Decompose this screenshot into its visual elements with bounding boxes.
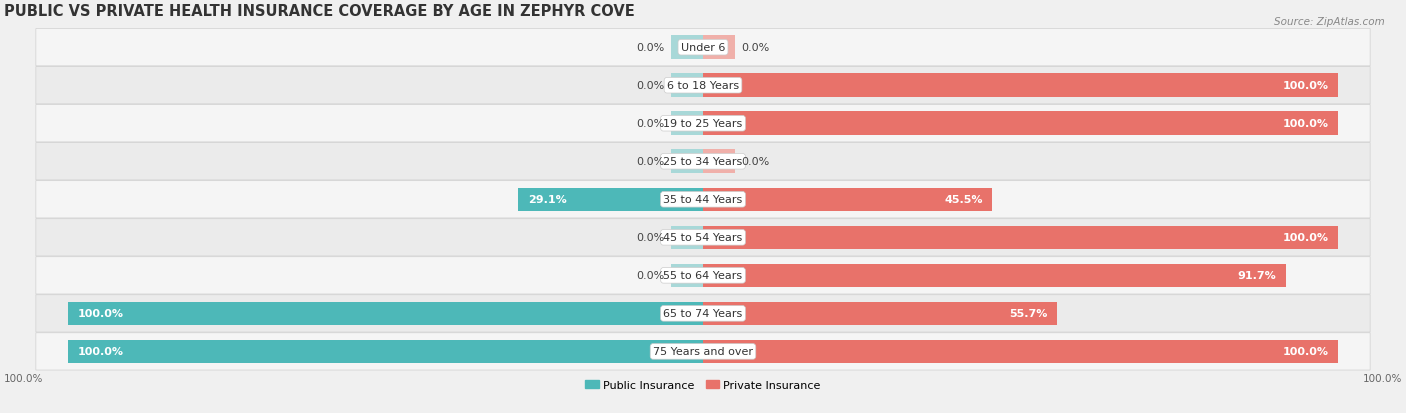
Text: PUBLIC VS PRIVATE HEALTH INSURANCE COVERAGE BY AGE IN ZEPHYR COVE: PUBLIC VS PRIVATE HEALTH INSURANCE COVER…	[4, 4, 636, 19]
Text: 75 Years and over: 75 Years and over	[652, 347, 754, 356]
Bar	[671, 36, 703, 60]
Text: 91.7%: 91.7%	[1237, 271, 1277, 281]
FancyBboxPatch shape	[37, 295, 1369, 332]
FancyBboxPatch shape	[37, 105, 1369, 142]
Text: 25 to 34 Years: 25 to 34 Years	[664, 157, 742, 167]
Text: 45.5%: 45.5%	[943, 195, 983, 205]
Bar	[703, 188, 993, 211]
FancyBboxPatch shape	[37, 29, 1369, 66]
Text: 19 to 25 Years: 19 to 25 Years	[664, 119, 742, 129]
Text: 35 to 44 Years: 35 to 44 Years	[664, 195, 742, 205]
FancyBboxPatch shape	[37, 219, 1369, 256]
Text: 29.1%: 29.1%	[527, 195, 567, 205]
Legend: Public Insurance, Private Insurance: Public Insurance, Private Insurance	[581, 375, 825, 394]
Text: 0.0%: 0.0%	[637, 157, 665, 167]
Text: 100.0%: 100.0%	[1282, 81, 1329, 91]
Bar	[703, 36, 735, 60]
Text: 100.0%: 100.0%	[1282, 347, 1329, 356]
Bar	[519, 188, 703, 211]
Text: 100.0%: 100.0%	[4, 374, 44, 384]
Text: 100.0%: 100.0%	[77, 309, 124, 318]
FancyBboxPatch shape	[37, 67, 1369, 104]
Text: 0.0%: 0.0%	[741, 157, 769, 167]
Text: 55 to 64 Years: 55 to 64 Years	[664, 271, 742, 281]
Bar	[67, 340, 703, 363]
Text: Source: ZipAtlas.com: Source: ZipAtlas.com	[1274, 17, 1385, 26]
Text: 0.0%: 0.0%	[637, 119, 665, 129]
Text: 55.7%: 55.7%	[1010, 309, 1047, 318]
Text: 0.0%: 0.0%	[637, 81, 665, 91]
Bar	[67, 302, 703, 325]
Text: 6 to 18 Years: 6 to 18 Years	[666, 81, 740, 91]
Text: 100.0%: 100.0%	[1282, 119, 1329, 129]
Text: 0.0%: 0.0%	[637, 233, 665, 243]
Bar	[671, 112, 703, 136]
Bar	[671, 150, 703, 173]
Bar	[703, 302, 1057, 325]
FancyBboxPatch shape	[37, 181, 1369, 218]
Text: 45 to 54 Years: 45 to 54 Years	[664, 233, 742, 243]
FancyBboxPatch shape	[37, 333, 1369, 370]
Text: 0.0%: 0.0%	[741, 43, 769, 53]
Text: 0.0%: 0.0%	[637, 43, 665, 53]
Bar	[671, 74, 703, 98]
Text: 100.0%: 100.0%	[77, 347, 124, 356]
Text: Under 6: Under 6	[681, 43, 725, 53]
Text: 65 to 74 Years: 65 to 74 Years	[664, 309, 742, 318]
Bar	[703, 74, 1339, 98]
Text: 100.0%: 100.0%	[1362, 374, 1402, 384]
Bar	[703, 150, 735, 173]
Bar	[671, 264, 703, 287]
Text: 0.0%: 0.0%	[637, 271, 665, 281]
Bar	[703, 340, 1339, 363]
Bar	[703, 112, 1339, 136]
Bar	[703, 226, 1339, 249]
FancyBboxPatch shape	[37, 257, 1369, 294]
Text: 100.0%: 100.0%	[1282, 233, 1329, 243]
FancyBboxPatch shape	[37, 143, 1369, 180]
Bar	[671, 226, 703, 249]
Bar	[703, 264, 1285, 287]
